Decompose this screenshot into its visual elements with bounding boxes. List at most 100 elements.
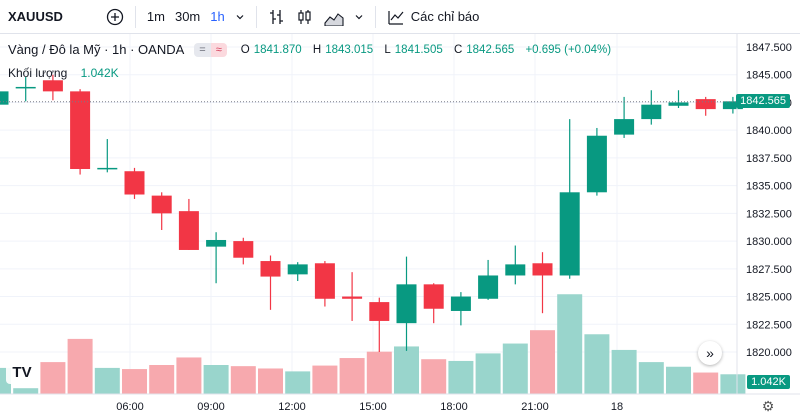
volume-label[interactable]: Khối lượng <box>8 66 68 80</box>
equal-icon: = <box>194 42 211 57</box>
legend-title[interactable]: Vàng / Đô la Mỹ · 1h · OANDA <box>8 42 185 57</box>
ohlc-values: O 1841.870 H 1843.015 L 1841.505 C 1842.565 … <box>241 44 615 56</box>
low-key: L <box>384 43 391 56</box>
volume-bar <box>666 366 691 394</box>
close-key: C <box>453 43 463 56</box>
candles-chart-type-icon[interactable] <box>291 4 319 30</box>
candle-body <box>151 195 172 214</box>
price-tick-label: 1820.000 <box>746 347 792 359</box>
indicators-label: Các chỉ báo <box>410 9 480 24</box>
symbol-search[interactable]: XAUUSD <box>8 9 63 24</box>
candle-body <box>478 275 499 299</box>
interval-30m[interactable]: 30m <box>174 9 201 24</box>
volume-bar <box>40 362 66 394</box>
approx-icon: ≈ <box>210 42 227 57</box>
time-tick-label: 12:00 <box>278 401 306 413</box>
volume-bar <box>122 369 147 394</box>
volume-bar <box>475 353 501 394</box>
volume-bar <box>557 294 583 394</box>
change-value: +0.695 (+0.04%) <box>525 43 612 56</box>
price-tick-label: 1847.500 <box>746 42 792 54</box>
gear-icon[interactable]: ⚙ <box>761 397 775 414</box>
indicators-button[interactable]: Các chỉ báo <box>382 4 485 30</box>
candle-body <box>0 91 9 105</box>
double-chevron-right-icon: » <box>706 345 714 361</box>
toolbar-divider <box>255 5 257 28</box>
candle-body <box>369 302 390 321</box>
chevron-down-icon[interactable] <box>349 4 369 30</box>
candle-body <box>586 135 607 193</box>
price-scale: 1847.5001845.0001842.5001840.0001837.500… <box>746 42 792 359</box>
candle-body <box>124 171 145 195</box>
plus-circle-icon[interactable] <box>101 4 129 30</box>
candle-body <box>314 263 335 299</box>
candle-body <box>260 261 281 277</box>
toolbar-divider <box>374 5 376 28</box>
time-tick-label: 18:00 <box>440 401 468 413</box>
candle-body <box>559 192 580 276</box>
time-tick-label: 18 <box>611 401 623 413</box>
chevron-down-icon[interactable] <box>230 4 250 30</box>
candle-body <box>722 101 743 110</box>
bar-chart-type-icon[interactable] <box>263 4 291 30</box>
chart-legend: Vàng / Đô la Mỹ · 1h · OANDA = ≈ O 1841.8… <box>8 42 615 57</box>
price-tick-label: 1837.500 <box>746 153 792 165</box>
chart-grid <box>0 34 737 394</box>
candle-body <box>614 119 635 135</box>
volume-bar <box>366 351 392 394</box>
low-value: 1841.505 <box>394 43 443 56</box>
volume-bar <box>176 357 202 394</box>
candles <box>0 74 743 352</box>
volume-bar <box>448 360 474 394</box>
candle-body <box>233 241 254 258</box>
candle-body <box>342 296 363 299</box>
volume-bar <box>339 358 365 394</box>
candle-body <box>668 102 689 106</box>
price-tick-label: 1830.000 <box>746 236 792 248</box>
price-tick-label: 1845.000 <box>746 70 792 82</box>
scroll-to-realtime-button[interactable]: » <box>698 341 722 365</box>
top-toolbar: XAUUSD 1m 30m 1h Các chỉ báo <box>0 0 800 34</box>
time-tick-label: 21:00 <box>521 401 549 413</box>
volume-bars <box>0 294 746 394</box>
price-tick-label: 1840.000 <box>746 125 792 137</box>
volume-bar <box>67 338 93 394</box>
volume-bar <box>230 366 256 394</box>
candle-body <box>70 91 91 169</box>
candle-body <box>423 284 444 309</box>
price-chart[interactable]: 1847.5001845.0001842.5001840.0001837.500… <box>0 34 800 419</box>
legend-pill[interactable]: = ≈ <box>194 42 227 57</box>
area-chart-type-icon[interactable] <box>319 4 349 30</box>
volume-bar <box>530 330 555 394</box>
volume-bar <box>0 367 11 394</box>
volume-badge: 1.042K <box>747 375 790 389</box>
candle-body <box>97 167 118 170</box>
interval-1h[interactable]: 1h <box>210 9 225 24</box>
time-tick-label: 09:00 <box>197 401 225 413</box>
price-tick-label: 1822.500 <box>746 319 792 331</box>
toolbar-divider <box>134 5 136 28</box>
price-tick-label: 1827.500 <box>746 264 792 276</box>
high-key: H <box>312 43 322 56</box>
candle-body <box>287 264 308 275</box>
volume-legend: Khối lượng 1.042K <box>8 66 119 80</box>
price-tick-label: 1825.000 <box>746 292 792 304</box>
volume-bar <box>203 365 229 394</box>
volume-bar <box>312 365 338 394</box>
volume-bar <box>394 346 419 394</box>
price-tick-label: 1832.500 <box>746 208 792 220</box>
candle-body <box>178 211 199 250</box>
high-value: 1843.015 <box>325 43 374 56</box>
interval-1m[interactable]: 1m <box>146 9 165 24</box>
price-tick-label: 1835.000 <box>746 181 792 193</box>
volume-bar <box>502 343 528 394</box>
open-key: O <box>240 43 250 56</box>
candle-body <box>695 99 716 110</box>
candle-body <box>641 104 662 120</box>
candle-body <box>396 284 417 324</box>
close-value: 1842.565 <box>466 43 515 56</box>
candle-body <box>42 80 63 92</box>
candle-body <box>505 264 526 276</box>
tradingview-logo-icon[interactable]: TV <box>6 360 38 384</box>
volume-value: 1.042K <box>80 66 119 80</box>
